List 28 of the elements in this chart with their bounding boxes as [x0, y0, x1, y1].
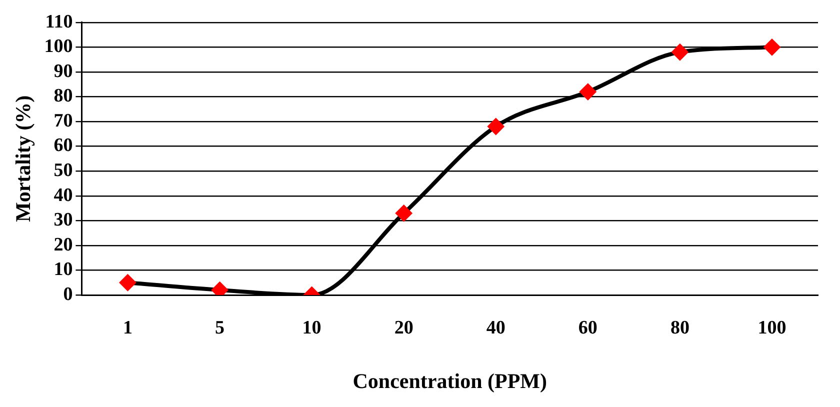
- x-axis-title: Concentration (PPM): [352, 368, 547, 393]
- point: [395, 204, 412, 222]
- x-tick-label: 100: [758, 317, 786, 338]
- x-tick-label: 5: [215, 317, 225, 338]
- y-tick-label: 30: [54, 210, 73, 231]
- y-tick-label: 60: [54, 135, 73, 156]
- point: [579, 83, 596, 100]
- y-tick-label: 10: [54, 259, 73, 280]
- point: [119, 274, 136, 292]
- y-tick-label: 70: [54, 110, 73, 132]
- point: [671, 44, 688, 61]
- y-tick-label: 80: [54, 86, 73, 107]
- x-tick-label: 1: [122, 317, 132, 338]
- point: [487, 118, 504, 135]
- y-tick-label: 20: [54, 234, 73, 256]
- y-axis-title: Mortality (%): [11, 95, 36, 222]
- y-tick-label: 40: [54, 184, 73, 206]
- x-tick-label: 80: [670, 317, 690, 338]
- y-tick-label: 100: [44, 36, 73, 58]
- y-tick-label: 50: [54, 160, 73, 181]
- x-tick-label: 20: [394, 317, 414, 338]
- y-tick-label: 90: [54, 60, 73, 82]
- x-tick-label: 60: [578, 317, 598, 338]
- y-tick-label: 110: [45, 11, 73, 32]
- point: [763, 38, 780, 56]
- x-tick-label: 40: [486, 317, 506, 338]
- y-tick-label: 0: [63, 284, 73, 305]
- x-tick-label: 10: [302, 317, 322, 338]
